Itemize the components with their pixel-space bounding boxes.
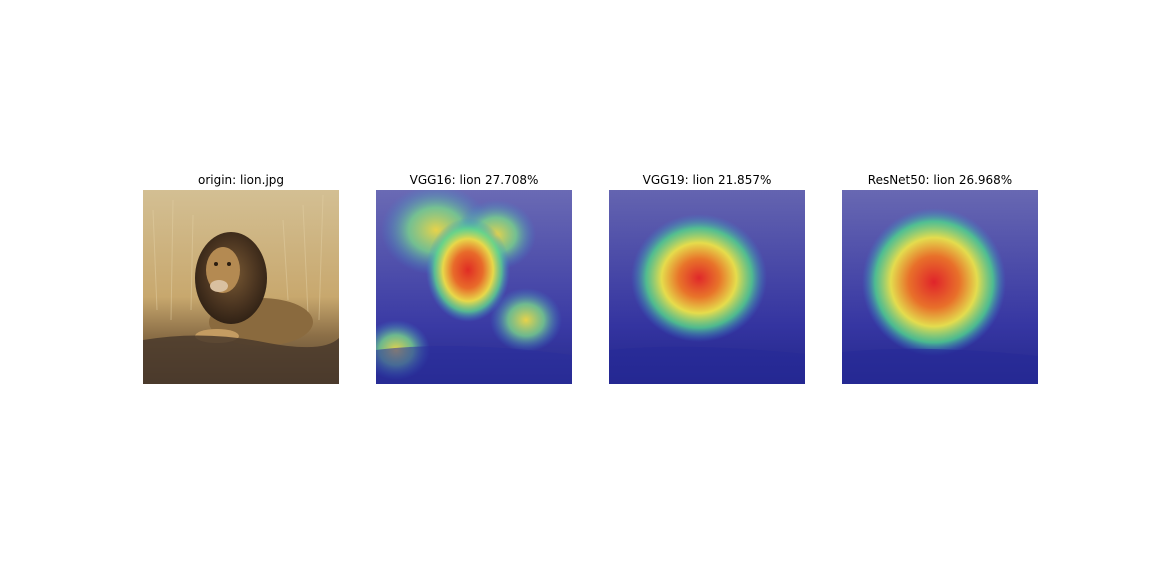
vgg16-heatmap xyxy=(376,190,572,384)
vgg19-heatmap xyxy=(609,190,805,384)
lion-photo xyxy=(143,190,339,384)
resnet50-heatmap xyxy=(842,190,1038,384)
panel-title-original: origin: lion.jpg xyxy=(197,173,285,187)
panel-vgg19: VGG19: lion 21.857% xyxy=(609,170,805,384)
panel-title-vgg19: VGG19: lion 21.857% xyxy=(642,173,772,187)
panel-title-resnet50: ResNet50: lion 26.968% xyxy=(867,173,1013,187)
panel-original: origin: lion.jpg xyxy=(143,170,339,384)
panel-resnet50: ResNet50: lion 26.968% xyxy=(842,170,1038,384)
panel-vgg16: VGG16: lion 27.708% xyxy=(376,170,572,384)
panel-title-vgg16: VGG16: lion 27.708% xyxy=(409,173,539,187)
